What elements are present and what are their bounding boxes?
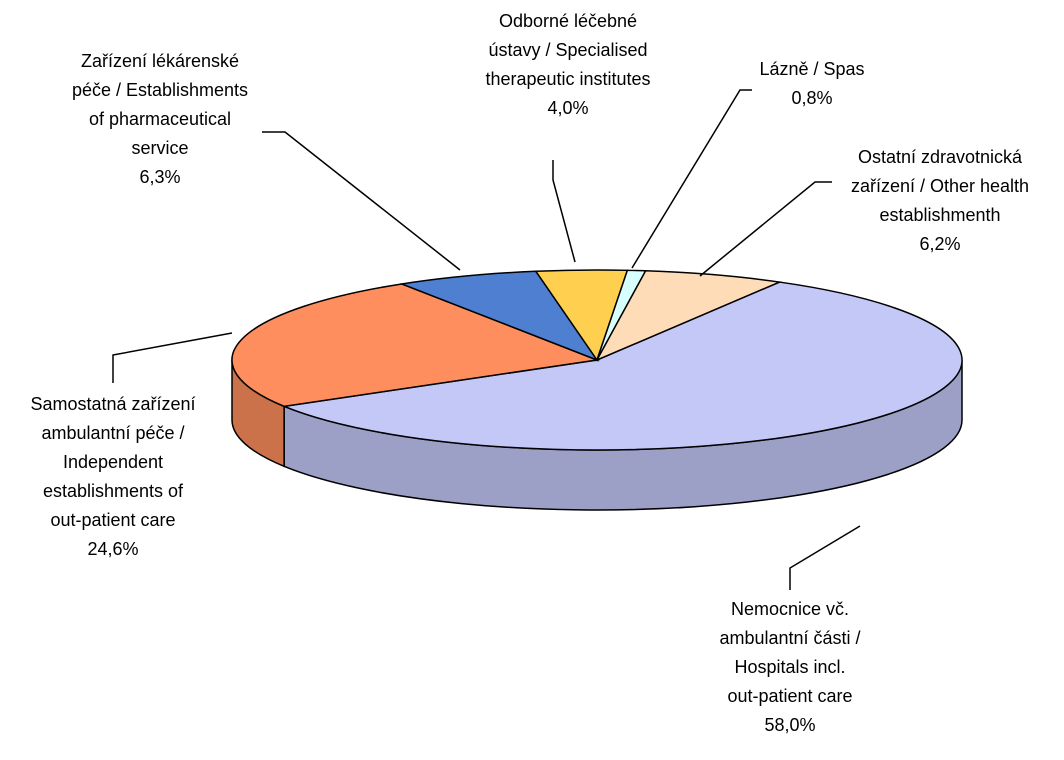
value-label: 6,2%: [919, 234, 960, 254]
slice-label: ústavy / Specialised: [488, 40, 647, 60]
slice: [231, 283, 600, 408]
slice-label: of pharmaceutical: [89, 109, 231, 129]
slice-label: Hospitals incl.: [734, 657, 845, 677]
leader-line: [631, 89, 752, 269]
slice: [595, 270, 783, 362]
value-label: 58,0%: [764, 715, 815, 735]
slice-label: Samostatná zařízení: [30, 394, 195, 414]
slice-label: service: [131, 138, 188, 158]
slice-label: out-patient care: [50, 510, 175, 530]
slice-label: Odborné léčebné: [499, 11, 637, 31]
value-label: 4,0%: [547, 98, 588, 118]
slice-label: establishmenth: [879, 205, 1000, 225]
leader-line: [699, 181, 832, 277]
slice-label: therapeutic institutes: [485, 69, 650, 89]
slice-label: zařízení / Other health: [851, 176, 1029, 196]
slice-label: péče / Establishments: [72, 80, 248, 100]
slice-label: Zařízení lékárenské: [81, 51, 239, 71]
value-label: 24,6%: [87, 539, 138, 559]
slice-label: Ostatní zdravotnická: [858, 147, 1023, 167]
leader-line: [789, 525, 861, 590]
slice: [398, 270, 600, 362]
slice: [281, 281, 963, 451]
slice-label: Independent: [63, 452, 163, 472]
slice-label: out-patient care: [727, 686, 852, 706]
leader-line: [552, 160, 576, 263]
slice-label: ambulantní péče /: [41, 423, 184, 443]
slice-label: ambulantní části /: [719, 628, 860, 648]
slice-label: Nemocnice vč.: [731, 599, 849, 619]
slice-label: establishments of: [43, 481, 184, 501]
leader-line: [262, 131, 461, 271]
value-label: 6,3%: [139, 167, 180, 187]
value-label: 0,8%: [791, 88, 832, 108]
slice-label: Lázně / Spas: [759, 59, 864, 79]
leader-line: [112, 332, 233, 383]
